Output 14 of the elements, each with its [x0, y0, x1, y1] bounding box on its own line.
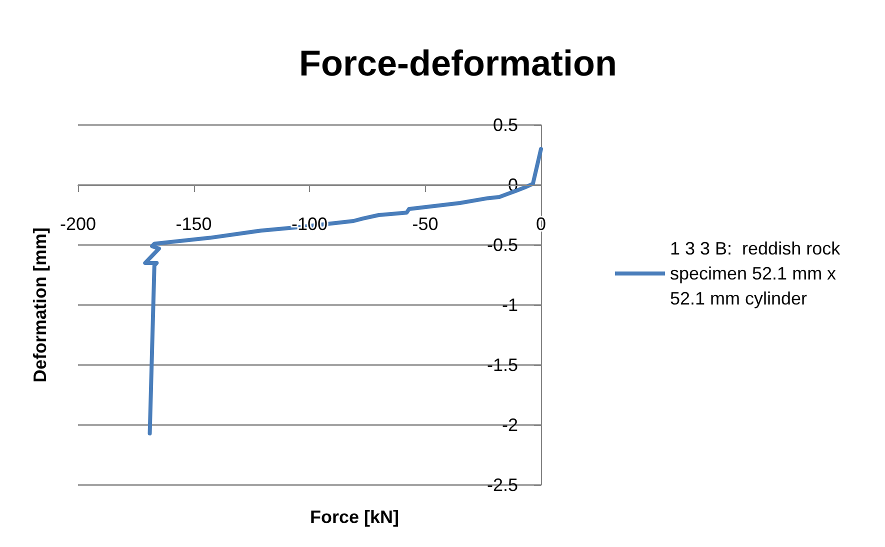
x-tick-label: -150	[176, 214, 212, 234]
y-tick-label: -1	[502, 295, 518, 315]
y-tick-label: -2	[502, 415, 518, 435]
y-axis-title: Deformation [mm]	[30, 227, 50, 383]
x-tick-label: 0	[536, 214, 546, 234]
x-axis-title: Force [kN]	[310, 507, 400, 527]
legend-label: 1 3 3 B: reddish rock specimen 52.1 mm x 52.1 mm cylinder	[670, 238, 846, 308]
chart-title: Force-deformation	[298, 42, 618, 84]
x-tick-label: -50	[412, 214, 438, 234]
x-tick-label: -200	[60, 214, 96, 234]
y-tick-label: 0.5	[492, 115, 518, 135]
y-tick-label: -1.5	[486, 355, 518, 375]
y-tick-label: -2.5	[486, 475, 518, 495]
y-tick-label: -0.5	[486, 235, 518, 255]
